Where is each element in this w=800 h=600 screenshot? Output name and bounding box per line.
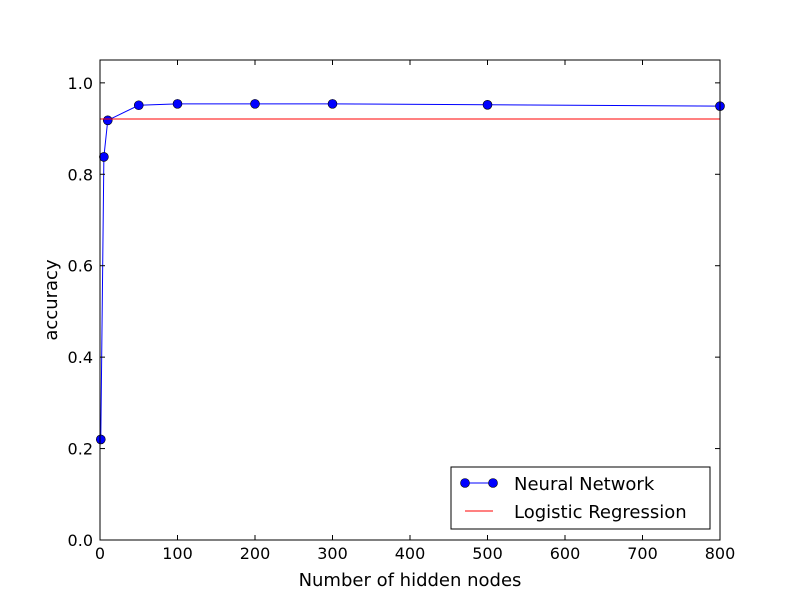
x-tick-label: 300 [317,544,348,563]
legend-marker-neural-network [460,478,470,488]
x-tick-label: 100 [162,544,193,563]
series-layer [95,99,725,445]
x-tick-label: 700 [627,544,658,563]
data-point-neural-network [172,99,183,109]
data-point-neural-network [327,99,338,109]
data-point-neural-network [133,100,144,111]
y-axis-ticks: 0.0 0.2 0.4 0.6 0.8 1.0 [68,74,720,550]
y-tick-label: 0.6 [68,257,93,276]
legend-box [450,466,711,530]
x-tick-label: 200 [240,544,271,563]
y-tick-label: 0.0 [68,531,93,550]
x-axis-title: Number of hidden nodes [299,570,522,591]
legend-marker-neural-network-2 [488,478,498,488]
x-axis-ticks: 0 100 200 300 400 500 600 700 800 [95,60,735,563]
y-tick-label: 0.8 [68,165,93,184]
y-tick-label: 0.2 [68,440,93,459]
x-tick-label: 400 [395,544,426,563]
y-axis-title: accuracy [41,259,62,341]
x-tick-label: 600 [550,544,581,563]
x-tick-label: 500 [472,544,503,563]
x-tick-label: 800 [705,544,736,563]
legend: Neural Network Logistic Regression [450,466,711,530]
data-point-neural-network [482,100,493,110]
x-tick-label: 0 [95,544,105,563]
y-tick-label: 1.0 [68,74,93,93]
data-point-neural-network [99,152,109,162]
y-tick-label: 0.4 [68,348,93,367]
legend-label-logistic-regression: Logistic Regression [514,502,687,523]
legend-label-neural-network: Neural Network [514,474,655,495]
data-point-neural-network [102,115,113,126]
data-point-neural-network [95,434,106,445]
data-point-neural-network [250,99,260,109]
